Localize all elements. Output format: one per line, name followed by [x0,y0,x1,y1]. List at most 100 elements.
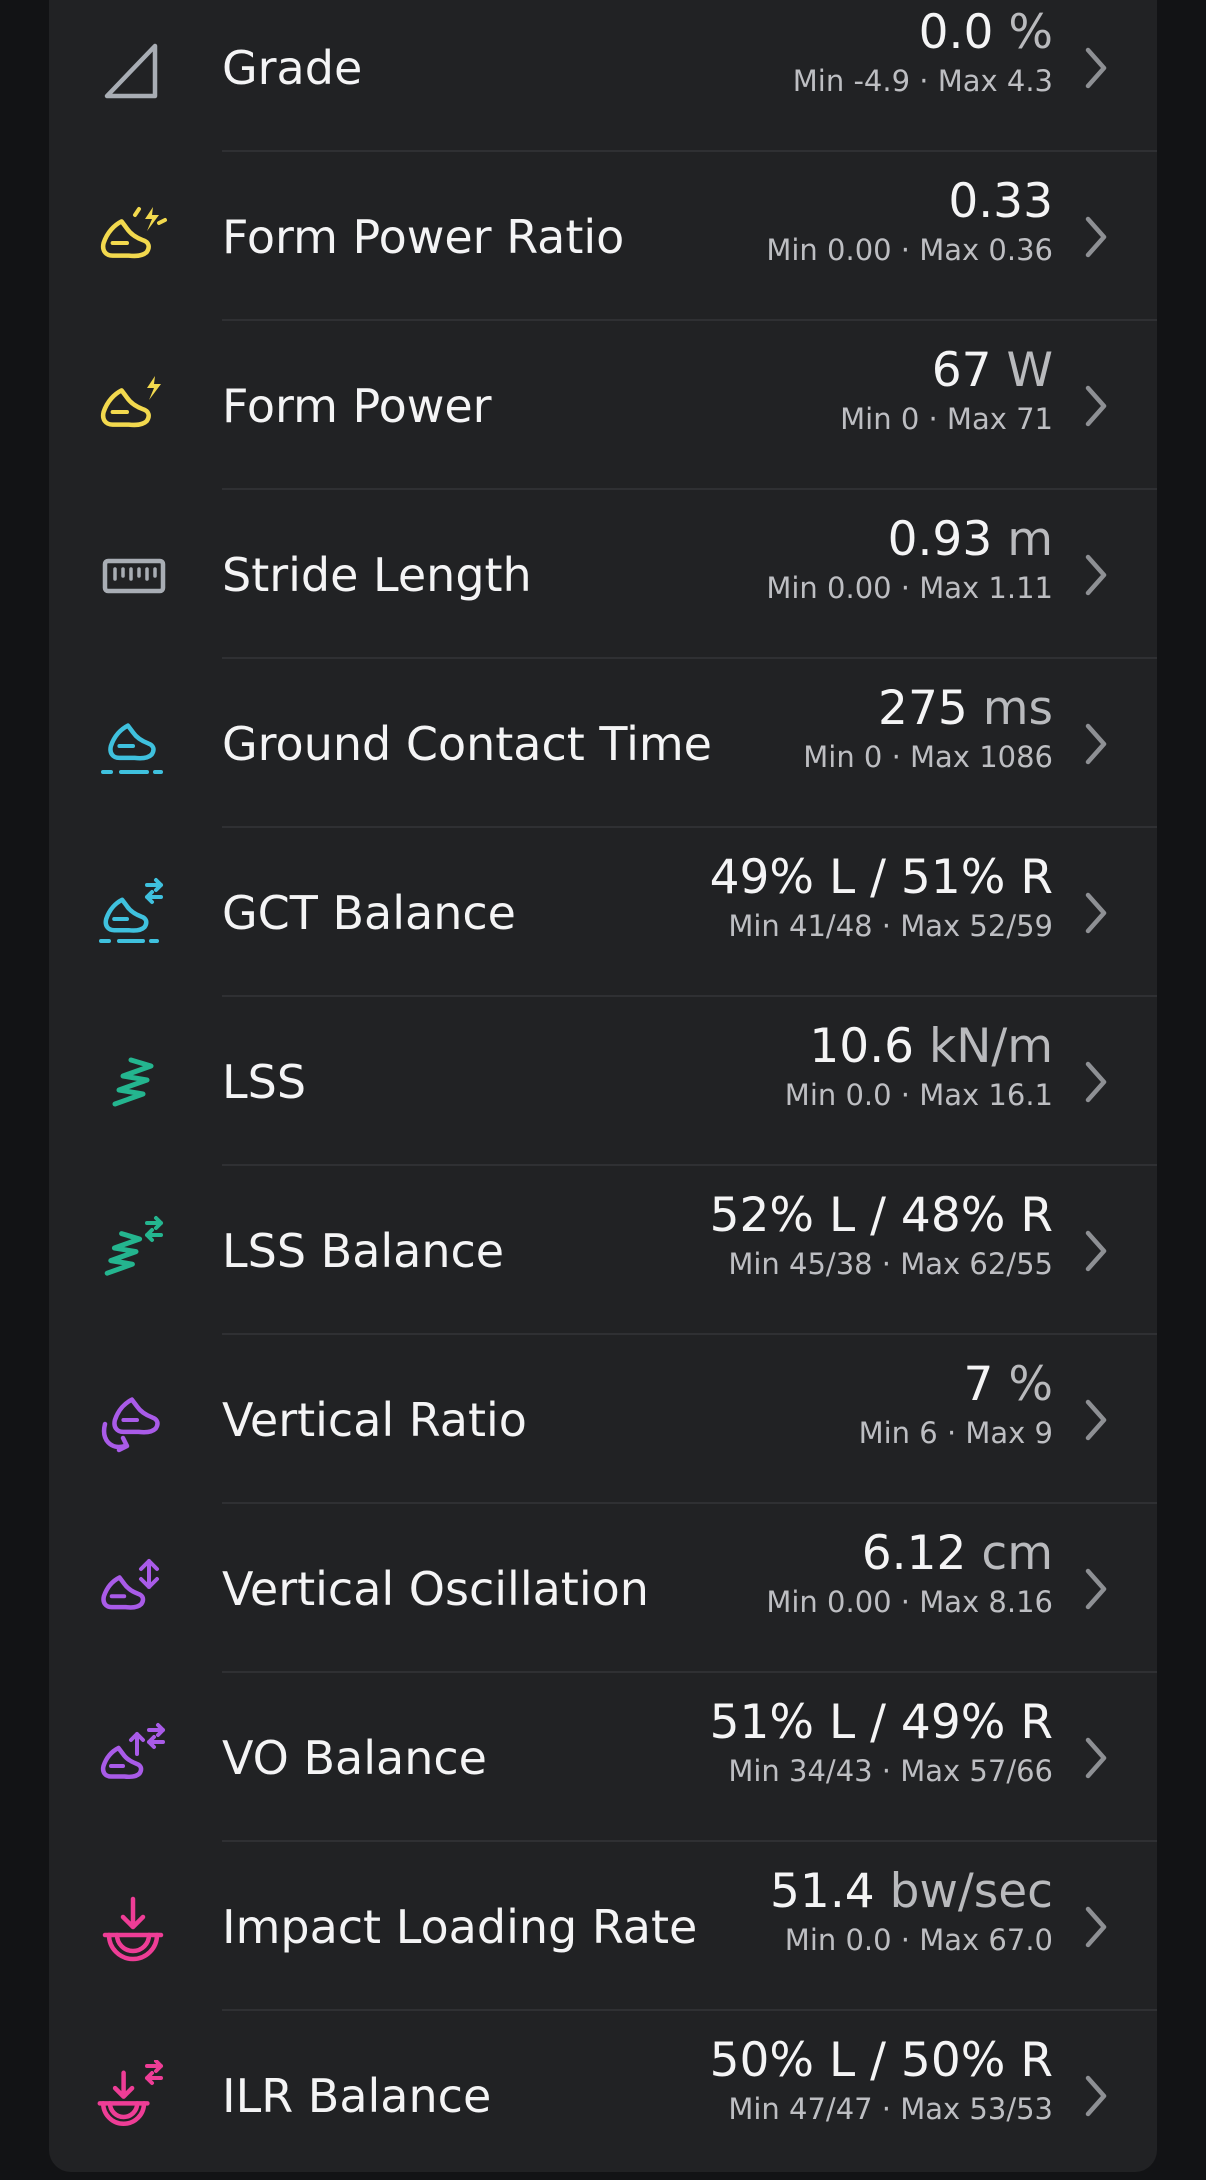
metric-min-max: Min -4.9 · Max 4.3 [792,64,1053,98]
metric-min-max: Min 0.0 · Max 16.1 [784,1078,1053,1112]
metric-value-group: 10.6 kN/m Min 0.0 · Max 16.1 [785,1019,1053,1115]
metric-unit: bw/sec [889,1864,1053,1919]
spring-icon [97,1046,169,1118]
metric-value: 50% L / 50% R [709,2033,1053,2088]
metric-value-group: 7 % Min 6 · Max 9 [859,1357,1053,1453]
row-divider [222,657,1157,659]
metric-value-group: 50% L / 50% R Min 47/47 · Max 53/53 [710,2033,1053,2129]
metric-value-line: 10.6 kN/m [785,1019,1053,1075]
metric-unit: % [1008,5,1053,60]
metric-label: LSS Balance [222,1223,505,1278]
metric-value: 52% L / 48% R [709,1188,1053,1243]
metric-label: Grade [222,40,363,95]
vo-balance-icon [97,1722,169,1794]
metric-min-max: Min 0.00 · Max 8.16 [766,1585,1053,1619]
metric-value-line: 67 W [840,343,1053,399]
metric-row[interactable]: Vertical Oscillation 6.12 cm Min 0.00 · Ma… [49,1504,1157,1673]
metric-value-group: 49% L / 51% R Min 41/48 · Max 52/59 [710,850,1053,946]
row-divider [222,2009,1157,2011]
chevron-right-icon[interactable] [1083,1229,1109,1273]
metric-unit: kN/m [929,1019,1053,1074]
metric-label: GCT Balance [222,885,516,940]
metric-label: VO Balance [222,1730,487,1785]
chevron-right-icon[interactable] [1083,2074,1109,2118]
spring-balance-icon [97,1215,169,1287]
chevron-right-icon[interactable] [1083,1905,1109,1949]
metric-row[interactable]: GCT Balance 49% L / 51% R Min 41/48 · Max … [49,828,1157,997]
metric-min-max: Min 34/43 · Max 57/66 [728,1754,1053,1788]
metric-value: 0.93 [887,512,993,567]
metric-value-line: 49% L / 51% R [710,850,1053,906]
metric-unit: W [1006,343,1053,398]
metric-value-group: 51.4 bw/sec Min 0.0 · Max 67.0 [770,1864,1053,1960]
metric-unit: cm [981,1526,1053,1581]
metric-label: Form Power [222,378,492,433]
metric-value: 7 [963,1357,994,1412]
metric-value: 275 [878,681,968,736]
metric-row[interactable]: LSS 10.6 kN/m Min 0.0 · Max 16.1 [49,997,1157,1166]
chevron-right-icon[interactable] [1083,1060,1109,1104]
vertical-oscillation-icon [97,1553,169,1625]
chevron-right-icon[interactable] [1083,215,1109,259]
metric-label: LSS [222,1054,307,1109]
metric-value-group: 275 ms Min 0 · Max 1086 [803,681,1053,777]
metric-value-line: 51.4 bw/sec [770,1864,1053,1920]
metric-value-line: 7 % [859,1357,1053,1413]
metrics-panel: Grade 0.0 % Min -4.9 · Max 4.3 Form Power R… [49,0,1157,2172]
metric-min-max: Min 0.00 · Max 1.11 [766,571,1053,605]
metric-value: 10.6 [809,1019,915,1074]
metric-row[interactable]: ILR Balance 50% L / 50% R Min 47/47 · Max … [49,2011,1157,2180]
metric-min-max: Min 47/47 · Max 53/53 [728,2092,1053,2126]
grade-icon [97,32,169,104]
metric-value-group: 0.0 % Min -4.9 · Max 4.3 [793,5,1053,101]
metric-value-line: 50% L / 50% R [710,2033,1053,2089]
metric-row[interactable]: LSS Balance 52% L / 48% R Min 45/38 · Max … [49,1166,1157,1335]
metric-value-group: 67 W Min 0 · Max 71 [840,343,1053,439]
metric-value-line: 52% L / 48% R [710,1188,1053,1244]
metric-value-line: 0.0 % [793,5,1053,61]
form-power-ratio-icon [97,201,169,273]
metric-row[interactable]: Form Power Ratio 0.33 Min 0.00 · Max 0.36 [49,152,1157,321]
metric-value: 0.0 [918,5,994,60]
chevron-right-icon[interactable] [1083,553,1109,597]
row-divider [222,1333,1157,1335]
impact-icon [97,1891,169,1963]
metric-min-max: Min 6 · Max 9 [858,1416,1053,1450]
chevron-right-icon[interactable] [1083,46,1109,90]
chevron-right-icon[interactable] [1083,1736,1109,1780]
metric-value-line: 6.12 cm [766,1526,1053,1582]
row-divider [222,319,1157,321]
metric-value: 49% L / 51% R [709,850,1053,905]
metric-value-line: 275 ms [803,681,1053,737]
metric-value-group: 0.33 Min 0.00 · Max 0.36 [766,174,1053,270]
row-divider [222,1164,1157,1166]
metric-value-group: 52% L / 48% R Min 45/38 · Max 62/55 [710,1188,1053,1284]
row-divider [222,995,1157,997]
row-divider [222,1671,1157,1673]
metric-value-group: 6.12 cm Min 0.00 · Max 8.16 [766,1526,1053,1622]
chevron-right-icon[interactable] [1083,384,1109,428]
metric-value-group: 0.93 m Min 0.00 · Max 1.11 [766,512,1053,608]
metric-unit: m [1007,512,1053,567]
metric-row[interactable]: Stride Length 0.93 m Min 0.00 · Max 1.11 [49,490,1157,659]
metric-row[interactable]: Ground Contact Time 275 ms Min 0 · Max 108… [49,659,1157,828]
metric-row[interactable]: Impact Loading Rate 51.4 bw/sec Min 0.0 · … [49,1842,1157,2011]
vertical-ratio-icon [97,1384,169,1456]
metric-row[interactable]: Grade 0.0 % Min -4.9 · Max 4.3 [49,0,1157,152]
metric-min-max: Min 0 · Max 1086 [803,740,1053,774]
chevron-right-icon[interactable] [1083,1398,1109,1442]
chevron-right-icon[interactable] [1083,891,1109,935]
metric-row[interactable]: Form Power 67 W Min 0 · Max 71 [49,321,1157,490]
metric-label: Stride Length [222,547,532,602]
metric-row[interactable]: VO Balance 51% L / 49% R Min 34/43 · Max 5… [49,1673,1157,1842]
metric-value: 51% L / 49% R [709,1695,1053,1750]
chevron-right-icon[interactable] [1083,1567,1109,1611]
metric-value-line: 0.93 m [766,512,1053,568]
row-divider [222,150,1157,152]
metric-min-max: Min 41/48 · Max 52/59 [728,909,1053,943]
metric-unit: ms [982,681,1053,736]
chevron-right-icon[interactable] [1083,722,1109,766]
metric-value: 6.12 [861,1526,967,1581]
metric-min-max: Min 0 · Max 71 [840,402,1053,436]
metric-row[interactable]: Vertical Ratio 7 % Min 6 · Max 9 [49,1335,1157,1504]
